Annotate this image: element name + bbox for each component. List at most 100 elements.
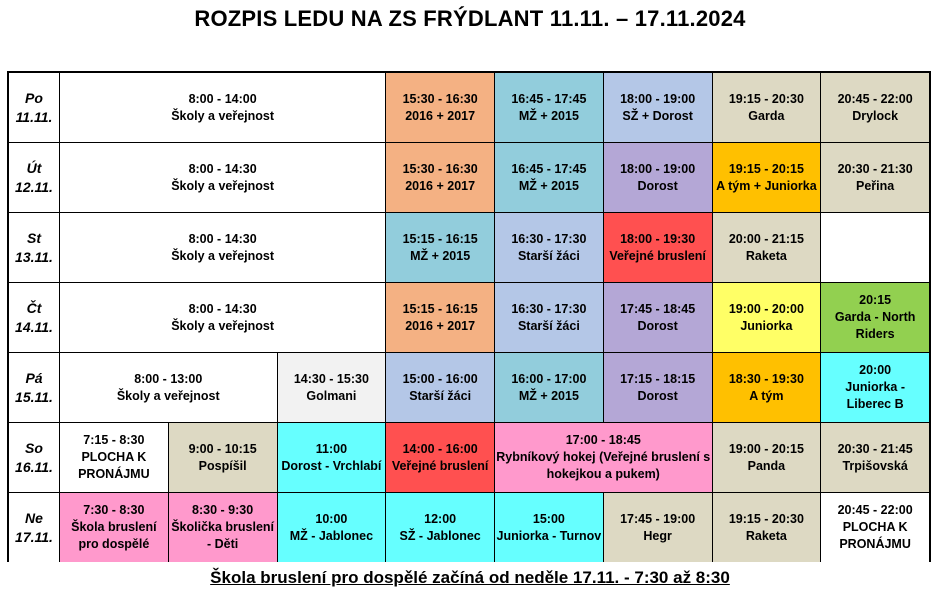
- slot-time: 19:00 - 20:00: [728, 301, 804, 316]
- schedule-slot: 14:00 - 16:00 Veřejné bruslení: [386, 423, 494, 492]
- slot-label: 2016 + 2017: [405, 318, 476, 333]
- schedule-slot: 8:30 - 9:30 Školička bruslení - Děti: [168, 493, 277, 562]
- footer-note: Škola bruslení pro dospělé začíná od ned…: [210, 568, 730, 587]
- slot-label: MŽ + 2015: [518, 178, 579, 193]
- schedule-slot: 8:00 - 14:30 Školy a veřejnost: [60, 213, 386, 282]
- slot-time: 17:45 - 18:45: [620, 301, 696, 316]
- slot-label: A tým + Juniorka: [716, 178, 817, 193]
- slot-time: 20:45 - 22:00: [837, 503, 913, 517]
- day-date: 11.11.: [15, 108, 53, 125]
- schedule-slot: 16:00 - 17:00 MŽ + 2015: [495, 353, 603, 422]
- slot-label: Školy a veřejnost: [171, 108, 275, 123]
- slot-label: Veřejné bruslení: [391, 458, 489, 473]
- schedule-slot: 12:00 SŽ - Jablonec: [386, 493, 494, 562]
- slot-time: 20:30 - 21:30: [837, 161, 913, 176]
- slot-time: 17:15 - 18:15: [620, 371, 696, 386]
- slot-time: 20:45 - 22:00: [837, 91, 913, 106]
- schedule-slot: 15:15 - 16:15 2016 + 2017: [386, 283, 494, 352]
- slot-time: 15:00 - 16:00: [402, 371, 478, 386]
- slot-time: 11:00: [315, 441, 348, 456]
- slot-label: Dorost: [637, 388, 678, 403]
- slot-time: 10:00: [315, 511, 348, 526]
- schedule-slot: 10:00 MŽ - Jablonec: [277, 493, 386, 562]
- slot-time: 8:30 - 9:30: [192, 503, 254, 517]
- day-date: 13.11.: [15, 248, 53, 265]
- slot-label: Golmani: [306, 388, 357, 403]
- schedule-slot: 15:30 - 16:30 2016 + 2017: [386, 73, 494, 142]
- slot-label: Pospíšil: [198, 458, 247, 473]
- slot-time: 15:30 - 16:30: [402, 91, 478, 106]
- schedule-table: Po 11.11. 8:00 - 14:00 Školy a veřejnost 15:…: [7, 71, 931, 562]
- schedule-slot: 16:45 - 17:45 MŽ + 2015: [495, 73, 603, 142]
- slot-time: 20:30 - 21:45: [837, 441, 913, 456]
- slot-time: 8:00 - 14:30: [188, 231, 257, 246]
- schedule-slot: 20:00 Juniorka - Liberec B: [821, 353, 929, 422]
- slot-time: 17:45 - 19:00: [620, 511, 696, 526]
- slot-label: Juniorka: [740, 318, 793, 333]
- schedule-slot: 17:45 - 19:00 Hegr: [603, 493, 712, 562]
- day-date: 15.11.: [15, 388, 53, 405]
- slot-time: 19:15 - 20:30: [728, 511, 804, 526]
- schedule-slot: 20:30 - 21:45 Trpišovská: [821, 423, 929, 492]
- slot-label: Rybníkový hokej (Veřejné bruslení s hoke…: [496, 450, 711, 481]
- slot-time: 18:00 - 19:30: [620, 231, 696, 246]
- slot-time: 19:00 - 20:15: [728, 441, 804, 456]
- slot-time: 15:15 - 16:15: [402, 231, 478, 246]
- schedule-slot: 18:30 - 19:30 A tým: [712, 353, 821, 422]
- day-label: Po 11.11.: [9, 73, 59, 142]
- slot-time: 19:15 - 20:15: [728, 161, 804, 176]
- slot-time: 15:00: [532, 511, 565, 526]
- slot-label: MŽ + 2015: [410, 248, 471, 263]
- schedule-slot: 18:00 - 19:30 Veřejné bruslení: [603, 213, 712, 282]
- slot-label: Garda: [748, 108, 785, 123]
- schedule-slot: 19:00 - 20:15 Panda: [712, 423, 821, 492]
- schedule-slot: 18:00 - 19:00 Dorost: [603, 143, 712, 212]
- schedule-slot: 11:00 Dorost - Vrchlabí: [277, 423, 386, 492]
- schedule-slot: 8:00 - 14:00 Školy a veřejnost: [60, 73, 386, 142]
- slot-label: SŽ + Dorost: [622, 108, 693, 123]
- slot-label: Garda - North Riders: [834, 310, 916, 341]
- slot-label: Školy a veřejnost: [171, 318, 275, 333]
- schedule-slot: 20:00 - 21:15 Raketa: [712, 213, 821, 282]
- schedule-slot: 17:45 - 18:45 Dorost: [603, 283, 712, 352]
- schedule-slot: 17:15 - 18:15 Dorost: [603, 353, 712, 422]
- schedule-slot: 15:30 - 16:30 2016 + 2017: [386, 143, 494, 212]
- slot-time: 18:30 - 19:30: [728, 371, 804, 386]
- day-label: Pá 15.11.: [9, 353, 59, 422]
- day-date: 14.11.: [15, 318, 53, 335]
- slot-label: Raketa: [745, 528, 787, 543]
- slot-label: Juniorka - Turnov: [496, 528, 602, 543]
- slot-label: SŽ - Jablonec: [399, 528, 481, 543]
- slot-time: 15:15 - 16:15: [402, 301, 478, 316]
- schedule-slot: 16:30 - 17:30 Starší žáci: [495, 283, 603, 352]
- schedule-slot: 20:45 - 22:00 Drylock: [821, 73, 929, 142]
- day-name: Ne: [25, 509, 43, 526]
- slot-label: Veřejné bruslení: [609, 248, 706, 263]
- slot-label: Trpišovská: [842, 458, 908, 473]
- day-label: Čt 14.11.: [9, 283, 59, 352]
- slot-time: 16:30 - 17:30: [511, 231, 587, 246]
- schedule-slot: 19:15 - 20:30 Garda: [712, 73, 821, 142]
- day-name: Čt: [26, 299, 42, 316]
- day-name: Pá: [25, 369, 43, 386]
- day-label: Ne 17.11.: [9, 493, 59, 562]
- slot-label: PLOCHA K PRONÁJMU: [839, 520, 911, 551]
- schedule-slot: 15:00 - 16:00 Starší žáci: [386, 353, 494, 422]
- slot-label: Dorost: [637, 178, 678, 193]
- slot-time: 14:00 - 16:00: [402, 441, 478, 456]
- schedule-slot: 17:00 - 18:45 Rybníkový hokej (Veřejné br…: [495, 423, 712, 492]
- slot-label: Dorost: [637, 318, 678, 333]
- slot-time: 7:30 - 8:30: [83, 503, 145, 517]
- schedule-slot: 9:00 - 10:15 Pospíšil: [168, 423, 277, 492]
- schedule-slot: [821, 213, 929, 282]
- slot-label: MŽ - Jablonec: [289, 528, 374, 543]
- slot-label: Raketa: [745, 248, 787, 263]
- slot-time: 8:00 - 14:00: [188, 91, 257, 106]
- schedule-slot: 15:00 Juniorka - Turnov: [495, 493, 603, 562]
- slot-time: 16:45 - 17:45: [511, 91, 587, 106]
- slot-label: Starší žáci: [517, 248, 580, 263]
- schedule-slot: 18:00 - 19:00 SŽ + Dorost: [603, 73, 712, 142]
- slot-label: 2016 + 2017: [405, 108, 476, 123]
- slot-label: Juniorka - Liberec B: [845, 380, 905, 411]
- schedule-slot: 19:15 - 20:30 Raketa: [712, 493, 821, 562]
